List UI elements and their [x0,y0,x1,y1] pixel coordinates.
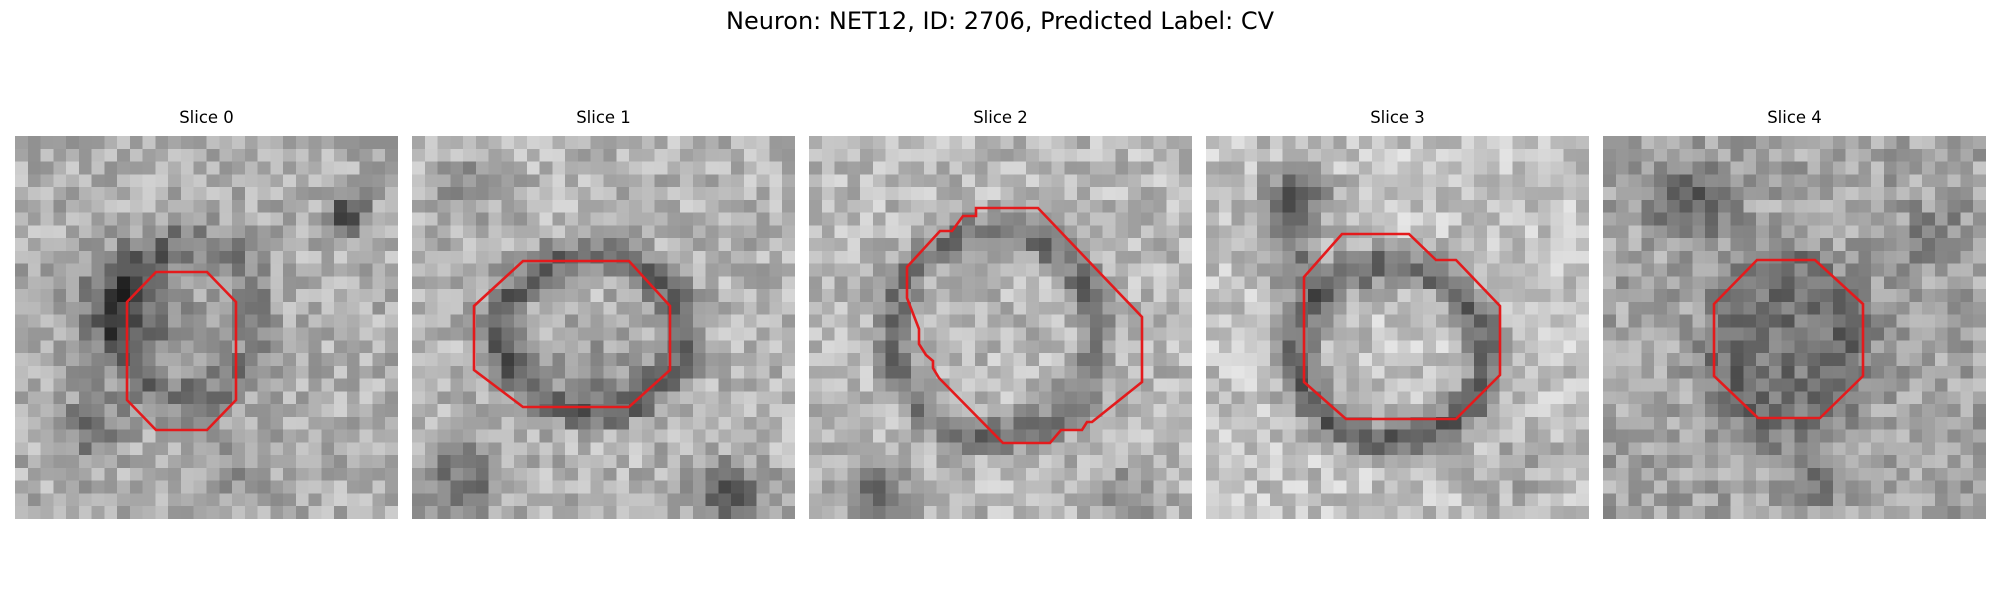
slice-title-1: Slice 1 [576,108,631,127]
microscopy-image-0 [15,136,398,519]
microscopy-image-4 [1603,136,1986,519]
slice-panel-4: Slice 4 [1603,108,1986,519]
slice-image-4 [1603,136,1986,519]
vesicle-contour-2 [905,206,1144,445]
slice-image-0 [15,136,398,519]
contour-overlay-0 [125,270,238,432]
slice-title-4: Slice 4 [1767,108,1822,127]
microscopy-image-2 [809,136,1192,519]
slice-panel-1: Slice 1 [412,108,795,519]
slice-image-2 [809,136,1192,519]
contour-overlay-2 [905,206,1144,445]
slice-title-0: Slice 0 [179,108,234,127]
slice-panel-3: Slice 3 [1206,108,1589,519]
microscopy-image-3 [1206,136,1589,519]
slice-image-1 [412,136,795,519]
microscopy-image-1 [412,136,795,519]
vesicle-contour-1 [472,259,672,409]
vesicle-contour-0 [125,270,238,432]
slice-panel-2: Slice 2 [809,108,1192,519]
slice-panel-0: Slice 0 [15,108,398,519]
slice-title-2: Slice 2 [973,108,1028,127]
vesicle-contour-3 [1302,232,1502,421]
contour-overlay-4 [1712,258,1865,420]
contour-overlay-3 [1302,232,1502,421]
contour-overlay-1 [472,259,672,409]
slice-title-3: Slice 3 [1370,108,1425,127]
vesicle-contour-4 [1712,258,1865,420]
figure-title: Neuron: NET12, ID: 2706, Predicted Label… [726,7,1274,35]
slice-image-3 [1206,136,1589,519]
